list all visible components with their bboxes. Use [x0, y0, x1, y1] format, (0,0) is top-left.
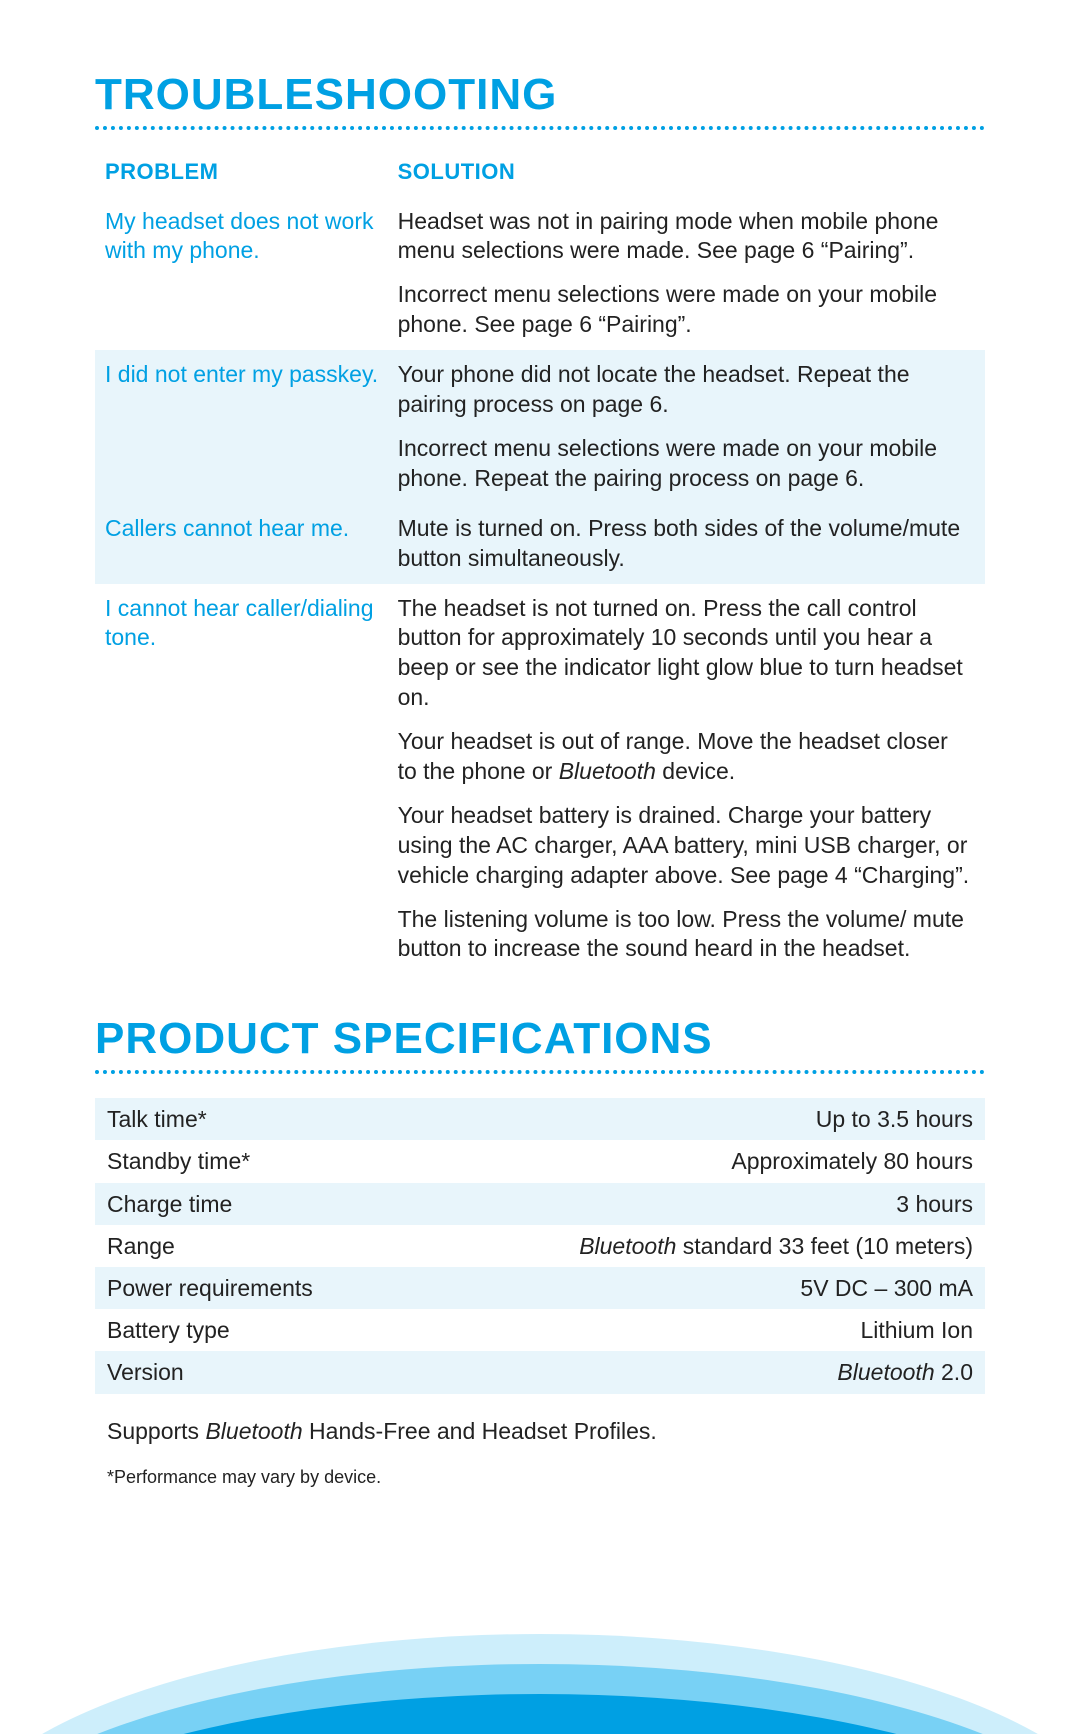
- page-number-divider: [972, 1646, 975, 1690]
- specs-title: PRODUCT SPECIFICATIONS: [95, 1014, 985, 1064]
- spec-value: Bluetooth 2.0: [837, 1356, 973, 1388]
- spec-value: Up to 3.5 hours: [816, 1103, 973, 1135]
- solution-paragraph: The headset is not turned on. Press the …: [398, 594, 971, 714]
- specs-footnote: *Performance may vary by device.: [95, 1467, 985, 1488]
- spec-label: Charge time: [107, 1188, 232, 1220]
- spec-label: Talk time*: [107, 1103, 207, 1135]
- troubleshooting-title: TROUBLESHOOTING: [95, 70, 985, 120]
- solution-paragraph: Incorrect menu selections were made on y…: [398, 434, 971, 494]
- spec-label: Power requirements: [107, 1272, 313, 1304]
- spec-row: Talk time* Up to 3.5 hours: [95, 1098, 985, 1140]
- page-number-wrap: 13: [972, 1646, 1020, 1690]
- header-problem: PROBLEM: [95, 154, 398, 191]
- spec-value: 5V DC – 300 mA: [800, 1272, 973, 1304]
- troubleshooting-row: I cannot hear caller/dialing tone.The he…: [95, 584, 985, 975]
- troubleshooting-row: My headset does not work with my phone.H…: [95, 197, 985, 351]
- specs-table: Talk time* Up to 3.5 hours Standby time* Ap…: [95, 1098, 985, 1393]
- page-number: 13: [987, 1651, 1020, 1685]
- spec-value: Approximately 80 hours: [731, 1145, 973, 1177]
- solution-cell: Headset was not in pairing mode when mob…: [398, 197, 985, 351]
- problem-cell: I did not enter my passkey.: [95, 350, 398, 504]
- page-content: TROUBLESHOOTING PROBLEM SOLUTION My head…: [0, 0, 1080, 1488]
- header-solution: SOLUTION: [398, 154, 985, 191]
- solution-cell: Mute is turned on. Press both sides of t…: [398, 504, 985, 584]
- solution-cell: Your phone did not locate the headset. R…: [398, 350, 985, 504]
- problem-cell: My headset does not work with my phone.: [95, 197, 398, 351]
- troubleshooting-row: I did not enter my passkey.Your phone di…: [95, 350, 985, 504]
- spec-label: Range: [107, 1230, 175, 1262]
- troubleshooting-table: PROBLEM SOLUTION My headset does not wor…: [95, 154, 985, 974]
- solution-paragraph: Incorrect menu selections were made on y…: [398, 280, 971, 340]
- problem-cell: I cannot hear caller/dialing tone.: [95, 584, 398, 975]
- spec-row: Power requirements 5V DC – 300 mA: [95, 1267, 985, 1309]
- solution-cell: The headset is not turned on. Press the …: [398, 584, 985, 975]
- solution-paragraph: The listening volume is too low. Press t…: [398, 905, 971, 965]
- spec-row: Standby time* Approximately 80 hours: [95, 1140, 985, 1182]
- spec-value: Lithium Ion: [860, 1314, 973, 1346]
- solution-paragraph: Your headset is out of range. Move the h…: [398, 727, 971, 787]
- spec-row: Battery type Lithium Ion: [95, 1309, 985, 1351]
- solution-paragraph: Your headset battery is drained. Charge …: [398, 801, 971, 891]
- specs-support-line: Supports Bluetooth Hands-Free and Headse…: [95, 1418, 985, 1445]
- spec-row: Range Bluetooth standard 33 feet (10 mete…: [95, 1225, 985, 1267]
- divider-dotted: [95, 126, 985, 130]
- solution-paragraph: Your phone did not locate the headset. R…: [398, 360, 971, 420]
- spec-label: Battery type: [107, 1314, 230, 1346]
- page-footer: 13: [0, 1564, 1080, 1734]
- solution-paragraph: Headset was not in pairing mode when mob…: [398, 207, 971, 267]
- problem-cell: Callers cannot hear me.: [95, 504, 398, 584]
- troubleshooting-body: My headset does not work with my phone.H…: [95, 197, 985, 975]
- spec-row: Charge time 3 hours: [95, 1183, 985, 1225]
- spec-label: Standby time*: [107, 1145, 250, 1177]
- spec-label: Version: [107, 1356, 184, 1388]
- solution-paragraph: Mute is turned on. Press both sides of t…: [398, 514, 971, 574]
- troubleshooting-header-row: PROBLEM SOLUTION: [95, 154, 985, 191]
- divider-dotted: [95, 1070, 985, 1074]
- spec-value: 3 hours: [896, 1188, 973, 1220]
- troubleshooting-row: Callers cannot hear me.Mute is turned on…: [95, 504, 985, 584]
- spec-row: Version Bluetooth 2.0: [95, 1351, 985, 1393]
- spec-value: Bluetooth standard 33 feet (10 meters): [579, 1230, 973, 1262]
